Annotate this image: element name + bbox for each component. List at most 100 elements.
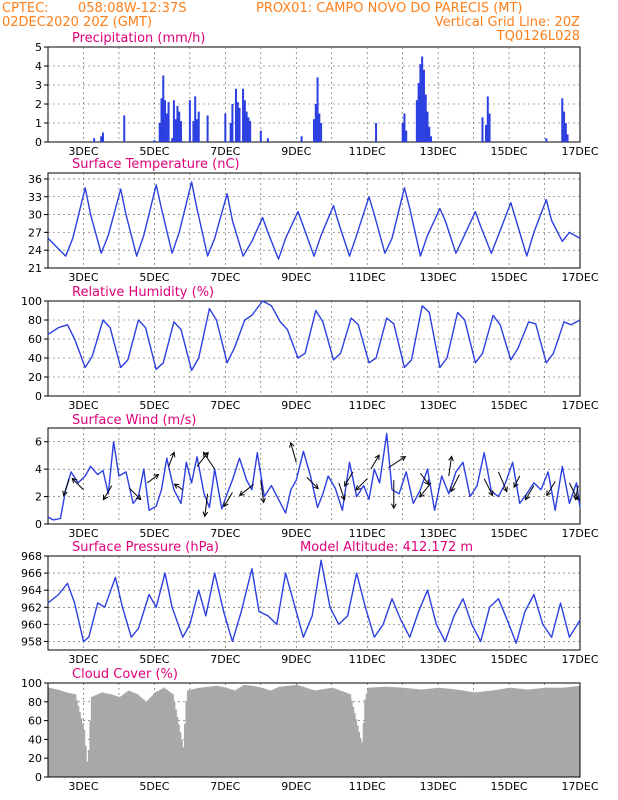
precip-bar xyxy=(486,96,489,142)
cloud-fill-bar xyxy=(452,689,455,777)
cloud-fill-bar xyxy=(396,687,399,777)
wind-ytick-label: 4 xyxy=(35,463,42,476)
temp-ytick-label: 27 xyxy=(28,226,42,239)
precip-bar xyxy=(426,111,429,142)
precip-bar xyxy=(231,104,234,142)
cloud-fill-bar xyxy=(556,687,559,777)
cloud-fill-bar xyxy=(402,687,405,777)
cloud-fill-bar xyxy=(183,723,186,777)
cloud-fill-bar xyxy=(266,689,269,777)
cloud-fill-bar xyxy=(241,685,244,777)
cloud-fill-bar xyxy=(105,693,108,777)
cloud-fill-bar xyxy=(364,699,367,777)
cloud-fill-bar xyxy=(408,688,411,777)
cloud-fill-bar xyxy=(246,685,248,777)
humidity-title: Relative Humidity (%) xyxy=(72,285,214,300)
cloud-fill-bar xyxy=(467,691,470,777)
cloud-fill-bar xyxy=(256,686,259,777)
cloud-fill-bar xyxy=(198,687,201,777)
cloud-fill-bar xyxy=(330,687,333,777)
wind-ytick-label: 2 xyxy=(35,491,42,504)
cloud-fill-bar xyxy=(451,689,454,777)
rh-ytick-label: 40 xyxy=(28,352,42,365)
cloud-fill-bar xyxy=(52,688,55,777)
precip-bar xyxy=(180,121,182,142)
cloud-fill-bar xyxy=(136,694,139,777)
precip-xtick-label: 11DEC xyxy=(349,145,386,158)
cloud-fill-bar xyxy=(572,686,575,777)
precip-bar xyxy=(206,115,209,142)
cloud-fill-bar xyxy=(111,694,114,777)
cloud-fill-bar xyxy=(470,691,473,777)
cloud-fill-bar xyxy=(257,687,260,777)
precip-bar xyxy=(485,124,488,142)
cloud-fill-bar xyxy=(237,688,239,777)
cloud-fill-bar xyxy=(305,687,307,777)
cloud-fill-bar xyxy=(559,687,562,777)
precip-bar xyxy=(192,121,195,142)
rh-ytick-label: 80 xyxy=(28,314,42,327)
cloud-fill-bar xyxy=(220,686,223,777)
cloud-fill-bar xyxy=(79,712,81,777)
pres-xtick-label: 7DEC xyxy=(210,653,240,666)
cloud-fill-bar xyxy=(74,694,77,777)
header-source: CPTEC: xyxy=(2,1,49,16)
cloud-fill-bar xyxy=(76,700,78,777)
wind-vector xyxy=(370,454,380,470)
cloud-fill-bar xyxy=(547,687,550,777)
precipitation-title: Precipitation (mm/h) xyxy=(72,31,205,46)
header-coords: 058:08W-12:37S xyxy=(78,1,186,16)
wind-xtick-label: 3DEC xyxy=(68,527,98,540)
cloud-fill-bar xyxy=(509,687,511,777)
wind-vector-head xyxy=(313,483,319,490)
cloud-fill-bar xyxy=(383,686,386,777)
rh-ytick-label: 0 xyxy=(35,390,42,403)
wind-vector xyxy=(450,474,460,492)
cloud-fill-bar xyxy=(538,688,541,777)
cloud-fill-bar xyxy=(537,688,539,777)
cloud-fill-bar xyxy=(367,687,369,777)
wind-vector xyxy=(419,482,432,498)
cloud-fill-bar xyxy=(272,689,275,777)
cloud-fill-bar xyxy=(435,688,437,777)
cloud-fill-bar xyxy=(70,693,72,777)
cloud-fill-bar xyxy=(124,692,127,777)
cloud-fill-bar xyxy=(479,691,482,777)
rh-xtick-label: 13DEC xyxy=(420,399,457,412)
cloud-fill-bar xyxy=(302,686,304,777)
cloud-fill-bar xyxy=(234,690,236,777)
wind-xtick-label: 17DEC xyxy=(561,527,598,540)
wind-vector-head xyxy=(71,477,78,484)
cloud-fill-bar xyxy=(548,687,551,777)
wind-vector xyxy=(546,481,556,496)
cloud-fill-bar xyxy=(271,689,273,777)
cloud-fill-bar xyxy=(175,709,177,777)
cloud-fill-bar xyxy=(491,690,494,777)
precip-bar xyxy=(195,119,198,142)
wind-vector xyxy=(525,485,535,500)
cloud-fill-bar xyxy=(281,686,284,777)
precip-bar xyxy=(300,136,303,142)
cloud-fill-bar xyxy=(568,687,570,777)
cloud-fill-bar xyxy=(172,694,174,777)
cloud-fill-bar xyxy=(120,696,123,777)
cloud-fill-bar xyxy=(99,693,102,777)
cloud-fill-bar xyxy=(275,688,278,777)
cloud-fill-bar xyxy=(260,687,263,777)
header-station: PROX01: CAMPO NOVO DO PARECIS (MT) xyxy=(256,1,523,16)
cloud-fill-bar xyxy=(418,689,421,777)
precip-bar xyxy=(313,119,315,142)
cloud-fill-bar xyxy=(192,689,195,777)
rh-xtick-label: 5DEC xyxy=(139,399,169,412)
cloud-fill-bar xyxy=(108,693,111,777)
cloud-fill-bar xyxy=(377,687,380,777)
cloud-fill-bar xyxy=(145,701,148,777)
cloud-fill-bar xyxy=(64,691,67,777)
cloud-fill-bar xyxy=(358,731,361,777)
cloud-fill-bar xyxy=(130,691,133,777)
cloud-fill-bar xyxy=(214,685,217,777)
cloud-fill-bar xyxy=(225,687,228,777)
cloud-fill-bar xyxy=(563,687,566,777)
precip-bar xyxy=(314,104,317,142)
cloud-fill-bar xyxy=(164,688,167,777)
